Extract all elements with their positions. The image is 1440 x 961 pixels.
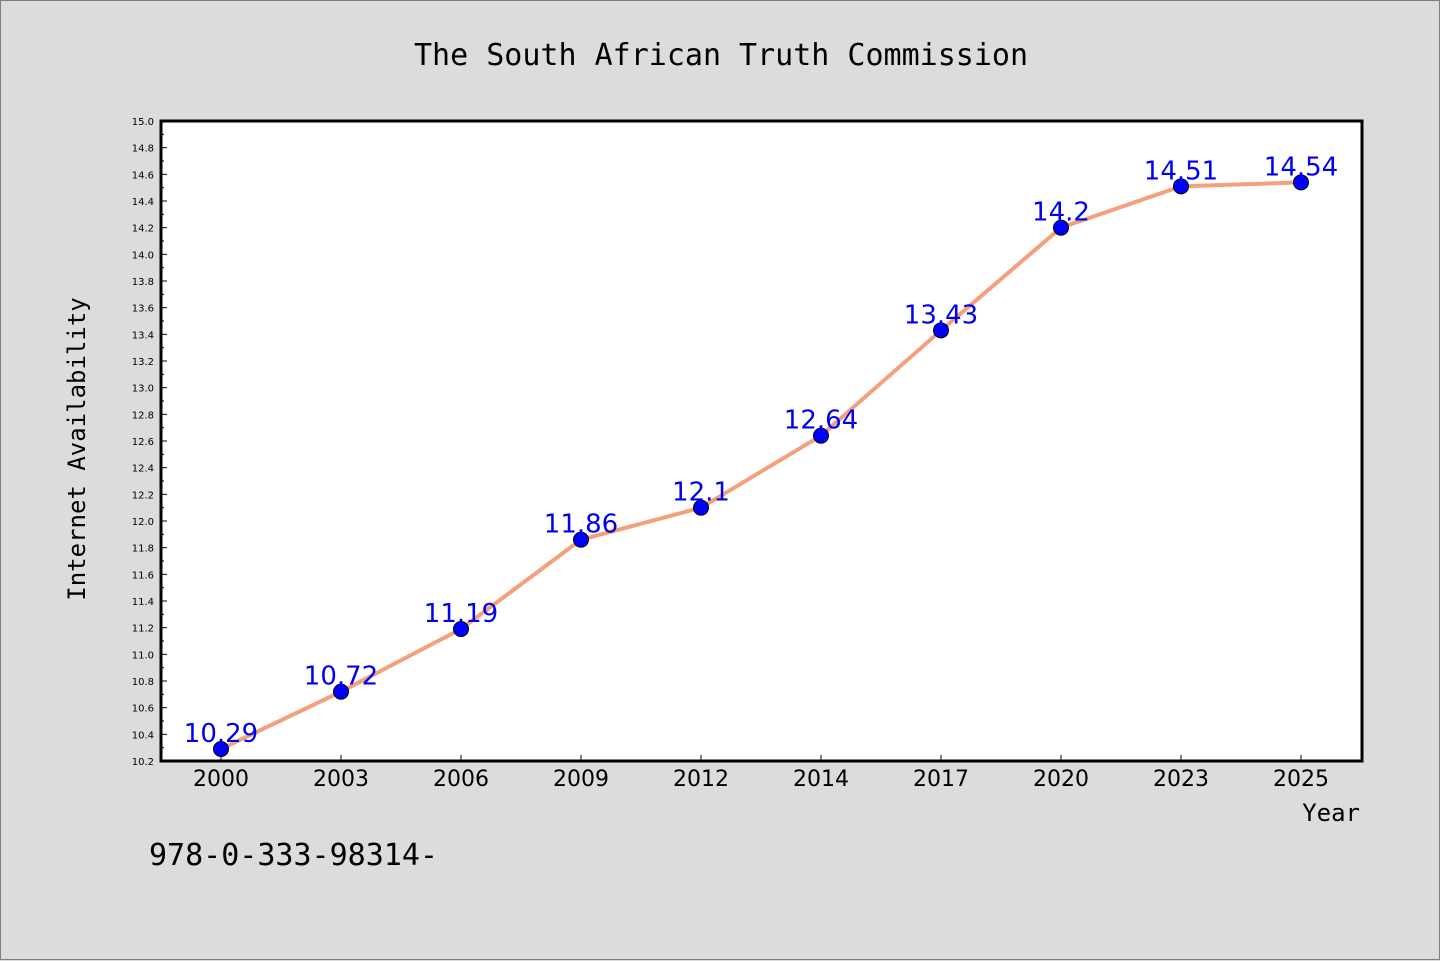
x-tick-label: 2023 [1153,767,1209,792]
x-tick-label: 2003 [313,767,369,792]
data-point [1293,174,1309,191]
x-tick-label: 2025 [1273,767,1329,792]
y-tick-label: 11.8 [132,544,154,555]
y-tick-label: 11.4 [132,597,154,608]
data-labels: 10.29 10.72 11.19 11.86 12.1 12.64 13.43 14.2 14… [184,152,1338,749]
y-tick-label: 13.8 [132,277,154,288]
data-point [1173,178,1189,195]
y-tick-label: 11.0 [132,650,154,661]
isbn-text: 978-0-333-98314- [149,838,438,873]
y-tick-label: 13.6 [132,304,154,315]
data-point [333,683,349,700]
series-line [219,180,1303,751]
y-tick-label: 10.2 [132,757,154,768]
data-label: 10.29 [184,719,258,749]
y-tick-label: 12.4 [132,464,154,475]
y-tick-label: 14.0 [132,250,154,261]
series-layer [213,174,1309,757]
y-tick-label: 11.6 [132,570,154,581]
y-tick-label: 14.4 [132,197,154,208]
data-label: 11.19 [424,599,498,629]
data-label: 12.1 [672,478,730,508]
data-label: 12.64 [784,406,858,436]
y-tick-label: 14.8 [132,144,154,155]
y-tick-label: 12.0 [132,517,154,528]
x-tick-label: 2012 [673,767,729,792]
data-point [813,427,829,444]
data-label: 14.51 [1144,156,1218,186]
data-label: 14.2 [1032,198,1090,228]
x-tick-label: 2014 [793,767,849,792]
y-tick-label: 15.0 [132,117,154,128]
y-tick-label: 13.4 [132,330,154,341]
x-tick-label: 2009 [553,767,609,792]
x-axis: 2000 2003 2006 2009 2012 2014 2017 2020 2023 2025 [193,755,1329,792]
data-point [693,499,709,516]
data-point [573,531,589,548]
x-tick-label: 2006 [433,767,489,792]
x-tick-label: 2017 [913,767,969,792]
y-tick-label: 12.2 [132,490,154,501]
data-point [933,322,949,339]
plot-area [159,119,1364,763]
x-tick-label: 2020 [1033,767,1089,792]
data-point [453,621,469,637]
x-axis-label: Year [1302,799,1360,827]
data-label: 14.54 [1264,152,1338,182]
y-tick-label: 10.8 [132,677,154,688]
y-tick-label: 10.6 [132,704,154,715]
chart-title: The South African Truth Commission [414,38,1028,73]
y-tick-label: 12.8 [132,410,154,421]
y-tick-label: 14.6 [132,170,154,181]
y-tick-label: 13.2 [132,357,154,368]
y-tick-label: 11.2 [132,624,154,635]
data-label: 11.86 [544,510,618,540]
data-label: 13.43 [904,300,978,330]
data-point [213,741,229,757]
data-label: 10.72 [304,662,378,692]
y-tick-label: 12.6 [132,437,154,448]
y-tick-label: 13.0 [132,384,154,395]
data-point [1053,219,1069,236]
y-tick-label: 10.4 [132,730,154,741]
y-tick-label: 14.2 [132,224,154,235]
y-axis: 10.2 10.4 10.6 10.8 11.0 11.2 11.4 11.6 11.8 12.0… [132,117,167,768]
y-axis-label: Internet Availability [63,297,91,600]
x-tick-label: 2000 [193,767,249,792]
